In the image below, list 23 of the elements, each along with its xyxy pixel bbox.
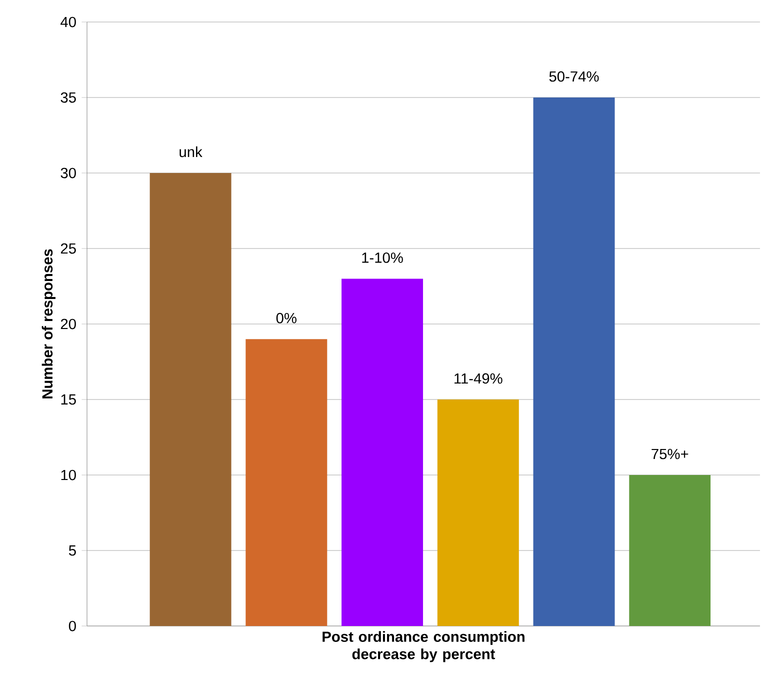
y-tick-label: 10 — [61, 470, 76, 480]
y-tick-label: 35 — [60, 92, 76, 103]
y-tick-label: 15 — [61, 394, 76, 405]
bar — [150, 173, 232, 626]
x-tick-label: unk — [180, 146, 202, 158]
x-tick-label: 75%+ — [652, 448, 688, 460]
y-tick-label: 5 — [68, 545, 76, 556]
y-tick-label: 40 — [60, 16, 76, 28]
x-tick-label: 50-74% — [549, 71, 599, 82]
y-axis-title: Number of responses — [42, 249, 56, 398]
bar — [629, 475, 711, 626]
x-axis-title: Post ordinance consumption decrease by percent — [322, 631, 524, 662]
y-tick-label: 30 — [60, 168, 76, 178]
bar — [246, 339, 328, 626]
x-tick-label: 1-10% — [362, 252, 403, 263]
y-tick-label: 20 — [60, 318, 76, 330]
x-tick-label: 0% — [276, 312, 296, 324]
bar — [533, 98, 615, 626]
y-tick-label: 0 — [68, 620, 76, 632]
bar — [342, 278, 424, 626]
y-tick-label: 25 — [60, 243, 76, 254]
x-tick-label: 11-49% — [454, 373, 502, 384]
bar — [437, 400, 519, 626]
